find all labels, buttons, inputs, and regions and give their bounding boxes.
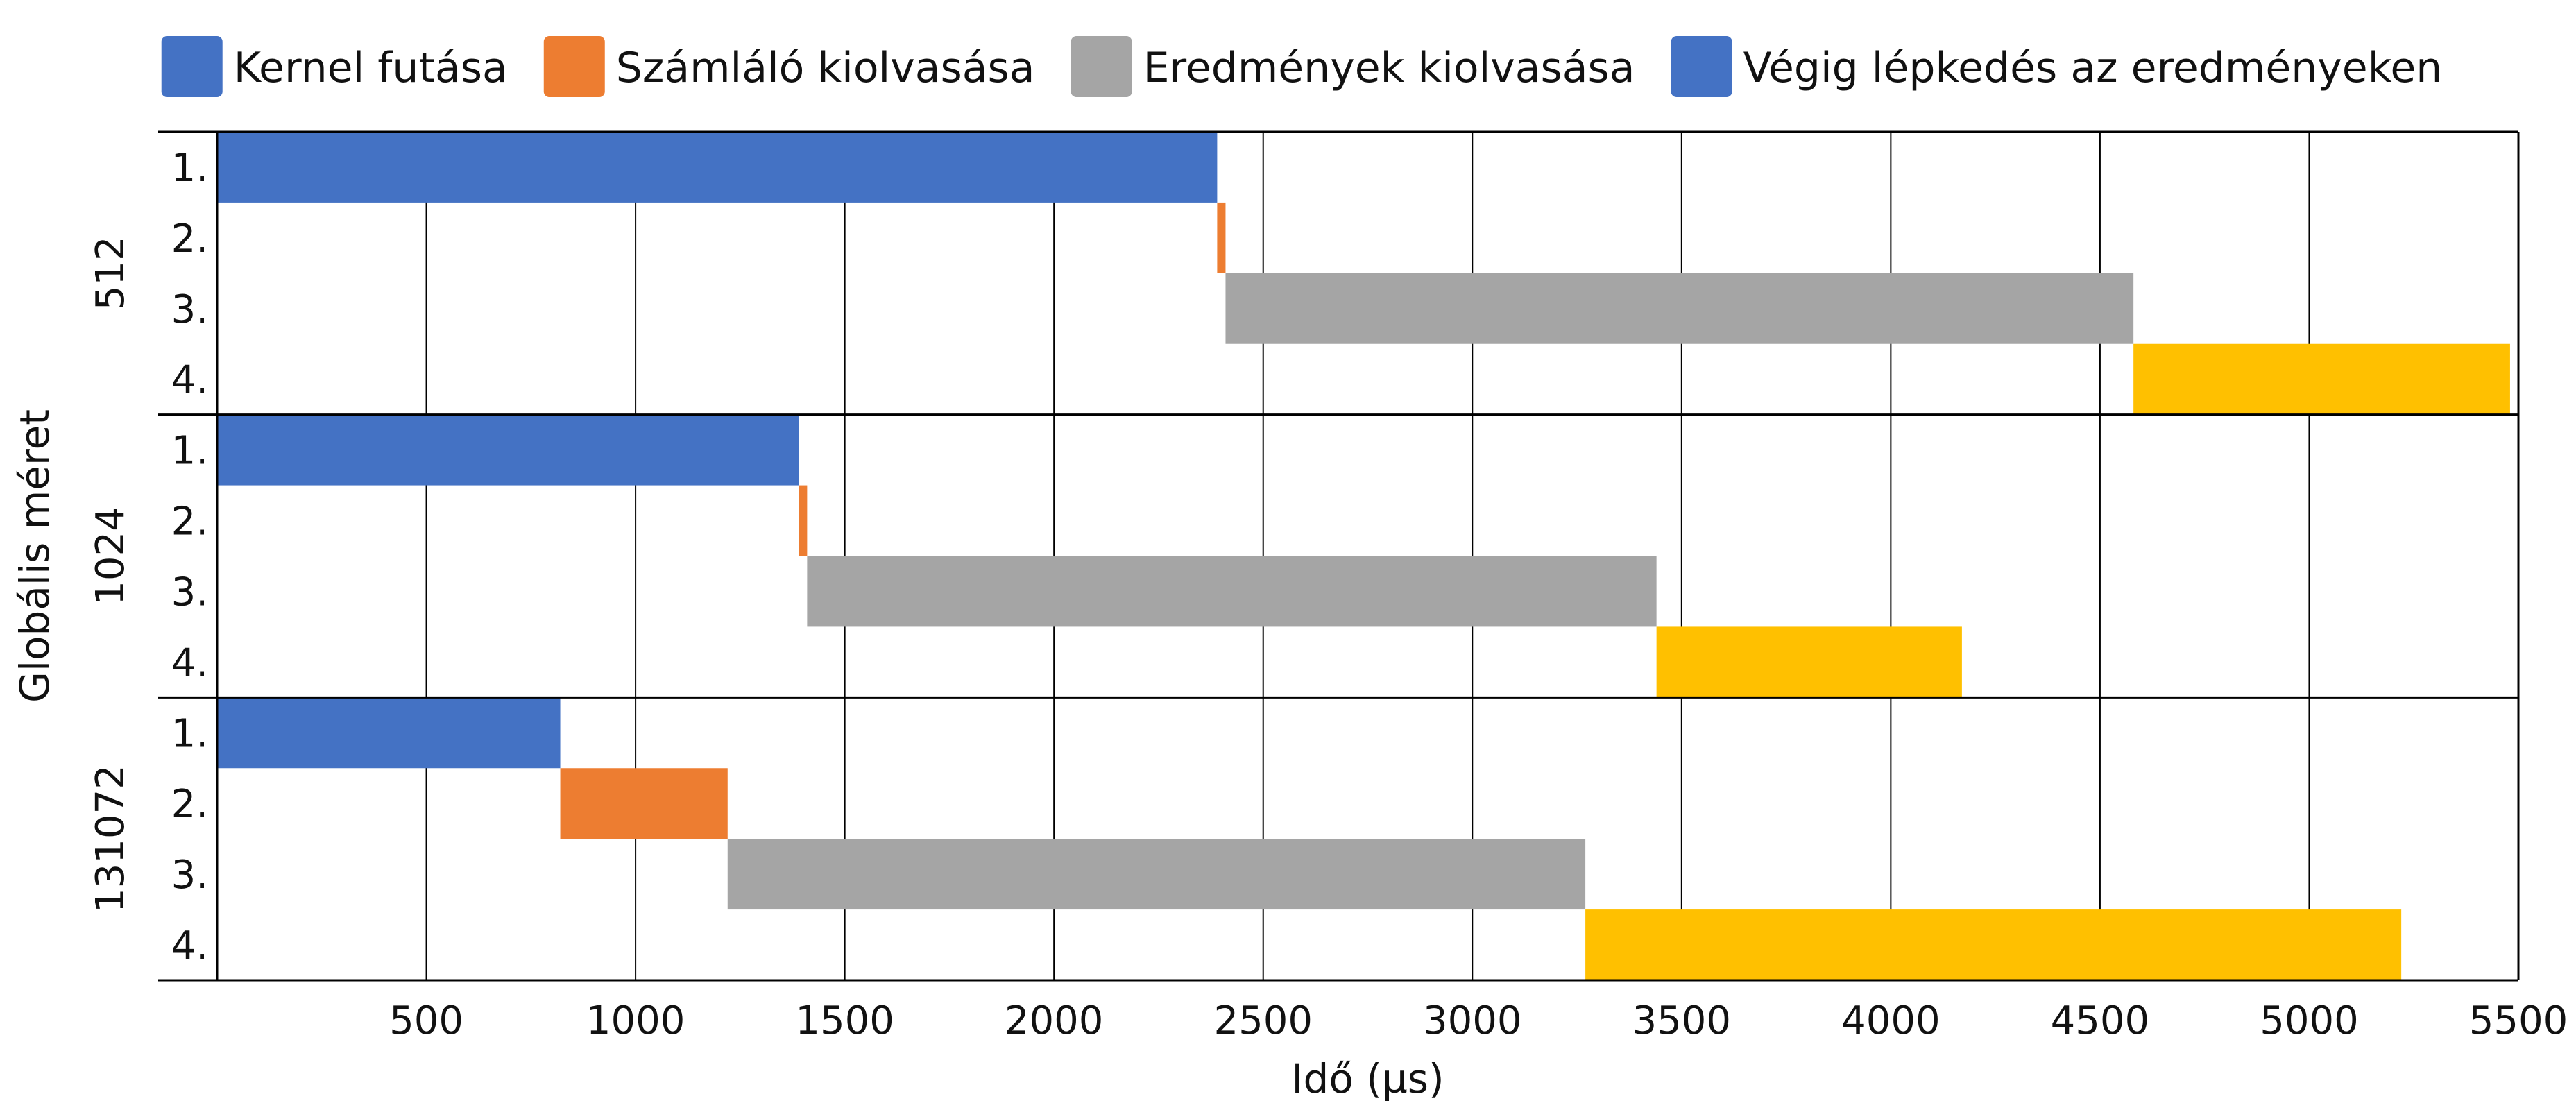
row-labels: 1. 2. 3. 4. 1. 2. 3. 4. 1. 2. 3. 4.: [171, 146, 208, 968]
x-tick-label-3000: 3000: [1423, 998, 1522, 1043]
bar-131072-step-2: [560, 768, 728, 839]
bar-512-step-2: [1217, 202, 1226, 273]
legend-label-4: Végig lépkedés az eredményeken: [1743, 44, 2443, 92]
bar-1024-step-1: [217, 414, 799, 486]
x-tick-label-5500: 5500: [2469, 998, 2568, 1043]
bar-512-step-3: [1225, 273, 2134, 344]
x-tick-label-2500: 2500: [1213, 998, 1313, 1043]
row-label-512-2: 2.: [171, 216, 208, 262]
x-tick-label-2000: 2000: [1005, 998, 1104, 1043]
bar-131072-step-1: [217, 697, 561, 769]
plot-frame: [158, 130, 2520, 982]
legend-label-1: Kernel futása: [234, 44, 508, 92]
group-label-512: 512: [88, 236, 133, 310]
bar-1024-step-3: [807, 556, 1657, 627]
x-tick-label-5000: 5000: [2260, 998, 2359, 1043]
x-tick-label-3500: 3500: [1632, 998, 1732, 1043]
bar-131072-step-3: [727, 839, 1586, 910]
row-label-131072-3: 3.: [171, 853, 208, 898]
group-label-131072: 131072: [88, 764, 133, 913]
row-label-1024-4: 4.: [171, 640, 208, 685]
row-label-1024-1: 1.: [171, 429, 208, 474]
y-axis-title: Globális méret: [11, 409, 58, 703]
row-label-131072-4: 4.: [171, 923, 208, 968]
row-label-512-1: 1.: [171, 146, 208, 191]
bar-512-step-1: [217, 132, 1218, 203]
legend-swatch-4: [1671, 36, 1732, 97]
x-axis-ticks: 500 1000 1500 2000 2500 3000 3500 4000 4500 5000 5…: [389, 998, 2568, 1043]
row-label-1024-3: 3.: [171, 570, 208, 615]
legend-label-3: Eredmények kiolvasása: [1143, 44, 1635, 92]
x-tick-label-1500: 1500: [795, 998, 894, 1043]
legend-swatch-2: [543, 36, 605, 97]
legend: Kernel futása Számláló kiolvasása Eredmény…: [161, 36, 2443, 97]
row-label-1024-2: 2.: [171, 499, 208, 545]
group-label-1024: 1024: [88, 506, 133, 606]
group-labels: 512 1024 131072: [88, 236, 133, 913]
bars: [217, 132, 2510, 980]
legend-swatch-1: [161, 36, 223, 97]
x-tick-label-1000: 1000: [586, 998, 685, 1043]
bar-1024-step-4: [1656, 626, 1962, 698]
legend-label-2: Számláló kiolvasása: [616, 44, 1035, 92]
row-label-512-3: 3.: [171, 287, 208, 332]
x-tick-label-4000: 4000: [1841, 998, 1940, 1043]
row-label-131072-2: 2.: [171, 782, 208, 827]
row-label-131072-1: 1.: [171, 711, 208, 756]
legend-swatch-3: [1071, 36, 1132, 97]
x-axis-title: Idő (µs): [1291, 1055, 1444, 1102]
x-tick-label-4500: 4500: [2051, 998, 2150, 1043]
bar-1024-step-2: [799, 485, 808, 556]
bar-131072-step-4: [1585, 909, 2402, 980]
x-tick-label-500: 500: [389, 998, 463, 1043]
bar-512-step-4: [2133, 343, 2510, 415]
row-label-512-4: 4.: [171, 358, 208, 403]
